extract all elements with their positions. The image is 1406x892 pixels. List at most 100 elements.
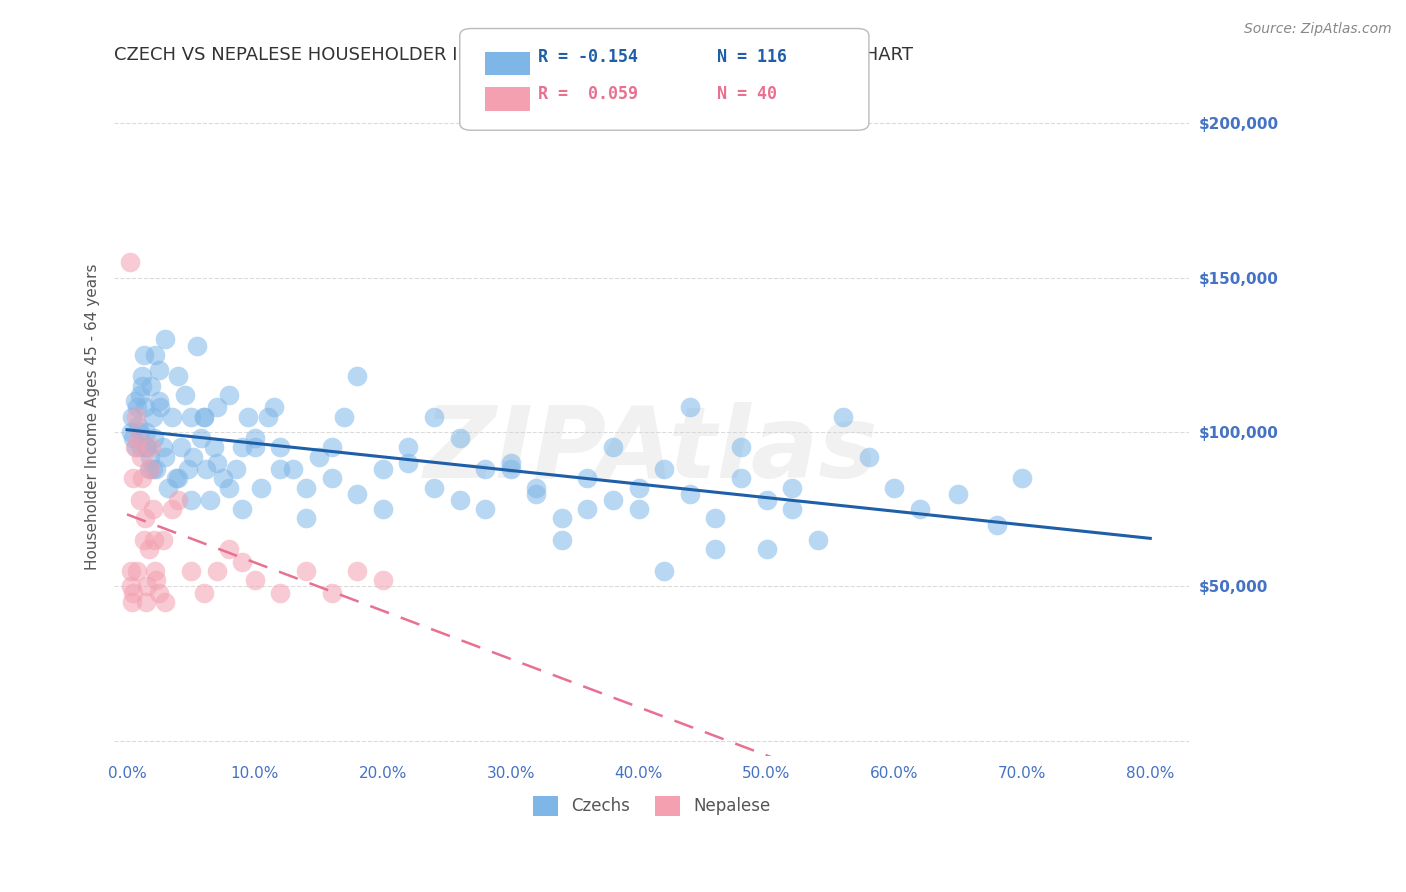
Point — [704, 511, 727, 525]
Point — [396, 456, 419, 470]
Point — [160, 502, 183, 516]
Point — [243, 573, 266, 587]
Point — [120, 579, 142, 593]
Point — [131, 378, 153, 392]
Point — [524, 481, 547, 495]
Point — [231, 441, 253, 455]
Point — [124, 394, 146, 409]
Text: CZECH VS NEPALESE HOUSEHOLDER INCOME AGES 45 - 64 YEARS CORRELATION CHART: CZECH VS NEPALESE HOUSEHOLDER INCOME AGE… — [114, 46, 912, 64]
Point — [652, 564, 675, 578]
Point — [186, 338, 208, 352]
Point — [250, 481, 273, 495]
Point — [129, 450, 152, 464]
Point — [576, 471, 599, 485]
Point — [551, 533, 574, 547]
Point — [149, 401, 172, 415]
Point — [730, 471, 752, 485]
Point — [321, 471, 343, 485]
Point — [132, 533, 155, 547]
Point — [371, 462, 394, 476]
Point — [127, 401, 149, 415]
Point — [142, 431, 165, 445]
Point — [167, 369, 190, 384]
Point — [295, 481, 318, 495]
Point — [180, 564, 202, 578]
Point — [652, 462, 675, 476]
Point — [145, 462, 167, 476]
Point — [269, 462, 291, 476]
Point — [193, 409, 215, 424]
Point — [205, 401, 228, 415]
Point — [218, 481, 240, 495]
Point — [148, 363, 170, 377]
Point — [152, 441, 174, 455]
Point — [205, 456, 228, 470]
Point — [127, 564, 149, 578]
Point — [449, 431, 471, 445]
Point — [346, 564, 368, 578]
Point — [142, 502, 165, 516]
Point — [679, 487, 702, 501]
Point — [807, 533, 830, 547]
Point — [170, 441, 193, 455]
Point — [135, 595, 157, 609]
Point — [238, 409, 260, 424]
Point — [125, 441, 148, 455]
Point — [423, 409, 446, 424]
Legend: Czechs, Nepalese: Czechs, Nepalese — [526, 789, 778, 822]
Point — [321, 585, 343, 599]
Point — [180, 409, 202, 424]
Point — [986, 517, 1008, 532]
Point — [155, 450, 177, 464]
Text: R =  0.059: R = 0.059 — [538, 85, 638, 103]
Point — [132, 348, 155, 362]
Point — [202, 441, 225, 455]
Point — [183, 450, 205, 464]
Point — [231, 555, 253, 569]
Point — [195, 462, 218, 476]
Point — [295, 564, 318, 578]
Point — [396, 441, 419, 455]
Point — [449, 492, 471, 507]
Point — [165, 471, 187, 485]
Point — [321, 441, 343, 455]
Point — [627, 481, 650, 495]
Point — [858, 450, 880, 464]
Point — [122, 471, 145, 485]
Point — [198, 492, 221, 507]
Point — [283, 462, 305, 476]
Point — [225, 462, 247, 476]
Point — [679, 401, 702, 415]
Point — [143, 348, 166, 362]
Point — [138, 462, 160, 476]
Point — [308, 450, 330, 464]
Point — [160, 409, 183, 424]
Point — [128, 431, 150, 445]
Point — [152, 533, 174, 547]
Point — [474, 462, 496, 476]
Point — [142, 409, 165, 424]
Point — [131, 369, 153, 384]
Point — [627, 502, 650, 516]
Point — [138, 542, 160, 557]
Text: Source: ZipAtlas.com: Source: ZipAtlas.com — [1244, 22, 1392, 37]
Point — [269, 441, 291, 455]
Point — [180, 492, 202, 507]
Point — [121, 595, 143, 609]
Point — [129, 441, 152, 455]
Point — [883, 481, 905, 495]
Text: N = 40: N = 40 — [717, 85, 778, 103]
Point — [524, 487, 547, 501]
Point — [141, 441, 163, 455]
Point — [346, 487, 368, 501]
Point — [143, 564, 166, 578]
Point — [136, 579, 159, 593]
Point — [499, 462, 522, 476]
Point — [177, 462, 200, 476]
Point — [167, 492, 190, 507]
Text: ZIPAtlas: ZIPAtlas — [425, 402, 879, 499]
Point — [755, 542, 778, 557]
Text: R = -0.154: R = -0.154 — [538, 48, 638, 66]
Point — [704, 542, 727, 557]
Point — [190, 431, 212, 445]
